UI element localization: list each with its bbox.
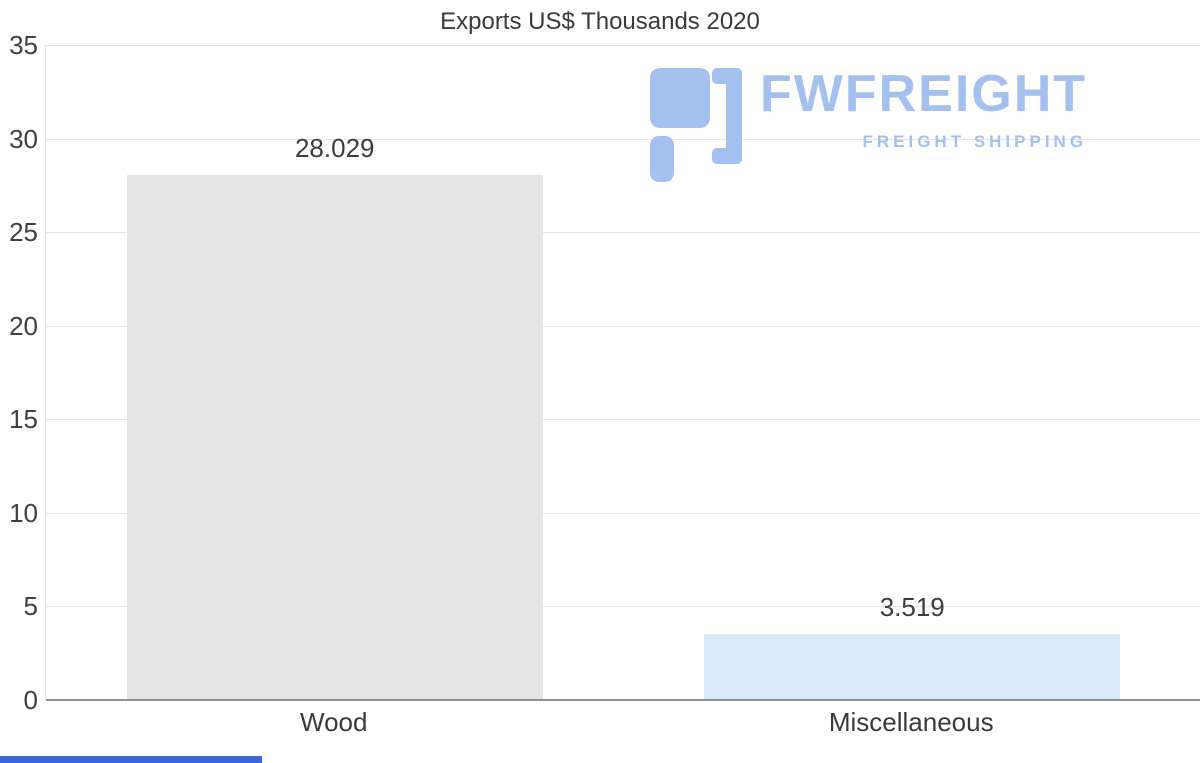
y-tick-label: 25 bbox=[9, 217, 38, 248]
y-tick-label: 10 bbox=[9, 497, 38, 528]
gridline bbox=[46, 512, 1200, 514]
gridline bbox=[46, 419, 1200, 421]
bar-value-label: 28.029 bbox=[294, 133, 375, 164]
tagline-text: FREIGHT SHIPPING bbox=[862, 132, 1088, 151]
y-tick-label: 35 bbox=[9, 30, 38, 60]
fwfreight-logo: FWFREIGHT FREIGHT SHIPPING bbox=[650, 68, 1087, 182]
gridline bbox=[46, 45, 1200, 46]
bar-miscellaneous bbox=[704, 634, 1121, 700]
y-tick-label: 20 bbox=[9, 310, 38, 341]
y-tick-label: 0 bbox=[23, 685, 38, 715]
x-axis-line bbox=[46, 699, 1200, 701]
gridline bbox=[46, 232, 1200, 234]
y-tick-label: 15 bbox=[9, 404, 38, 435]
y-tick-label: 30 bbox=[9, 123, 38, 154]
category-label: Wood bbox=[300, 707, 368, 737]
chart-title: Exports US$ Thousands 2020 bbox=[440, 8, 760, 35]
category-label: Miscellaneous bbox=[828, 707, 994, 737]
gridline bbox=[46, 606, 1200, 608]
bar-wood bbox=[126, 175, 543, 700]
brand-text: FWFREIGHT bbox=[760, 65, 1088, 123]
y-tick-label: 5 bbox=[23, 591, 38, 622]
logo-text-block: FWFREIGHT FREIGHT SHIPPING bbox=[760, 68, 1087, 152]
gridline bbox=[46, 138, 1200, 140]
gridline bbox=[46, 325, 1200, 327]
bar-value-label: 3.519 bbox=[879, 592, 945, 623]
fwfreight-logo-icon bbox=[650, 68, 742, 182]
y-axis: 0 5 10 15 20 25 30 35 bbox=[0, 31, 38, 714]
plot-area: 28.029 3.519 bbox=[45, 45, 1200, 701]
bottom-accent-bar bbox=[0, 756, 262, 763]
